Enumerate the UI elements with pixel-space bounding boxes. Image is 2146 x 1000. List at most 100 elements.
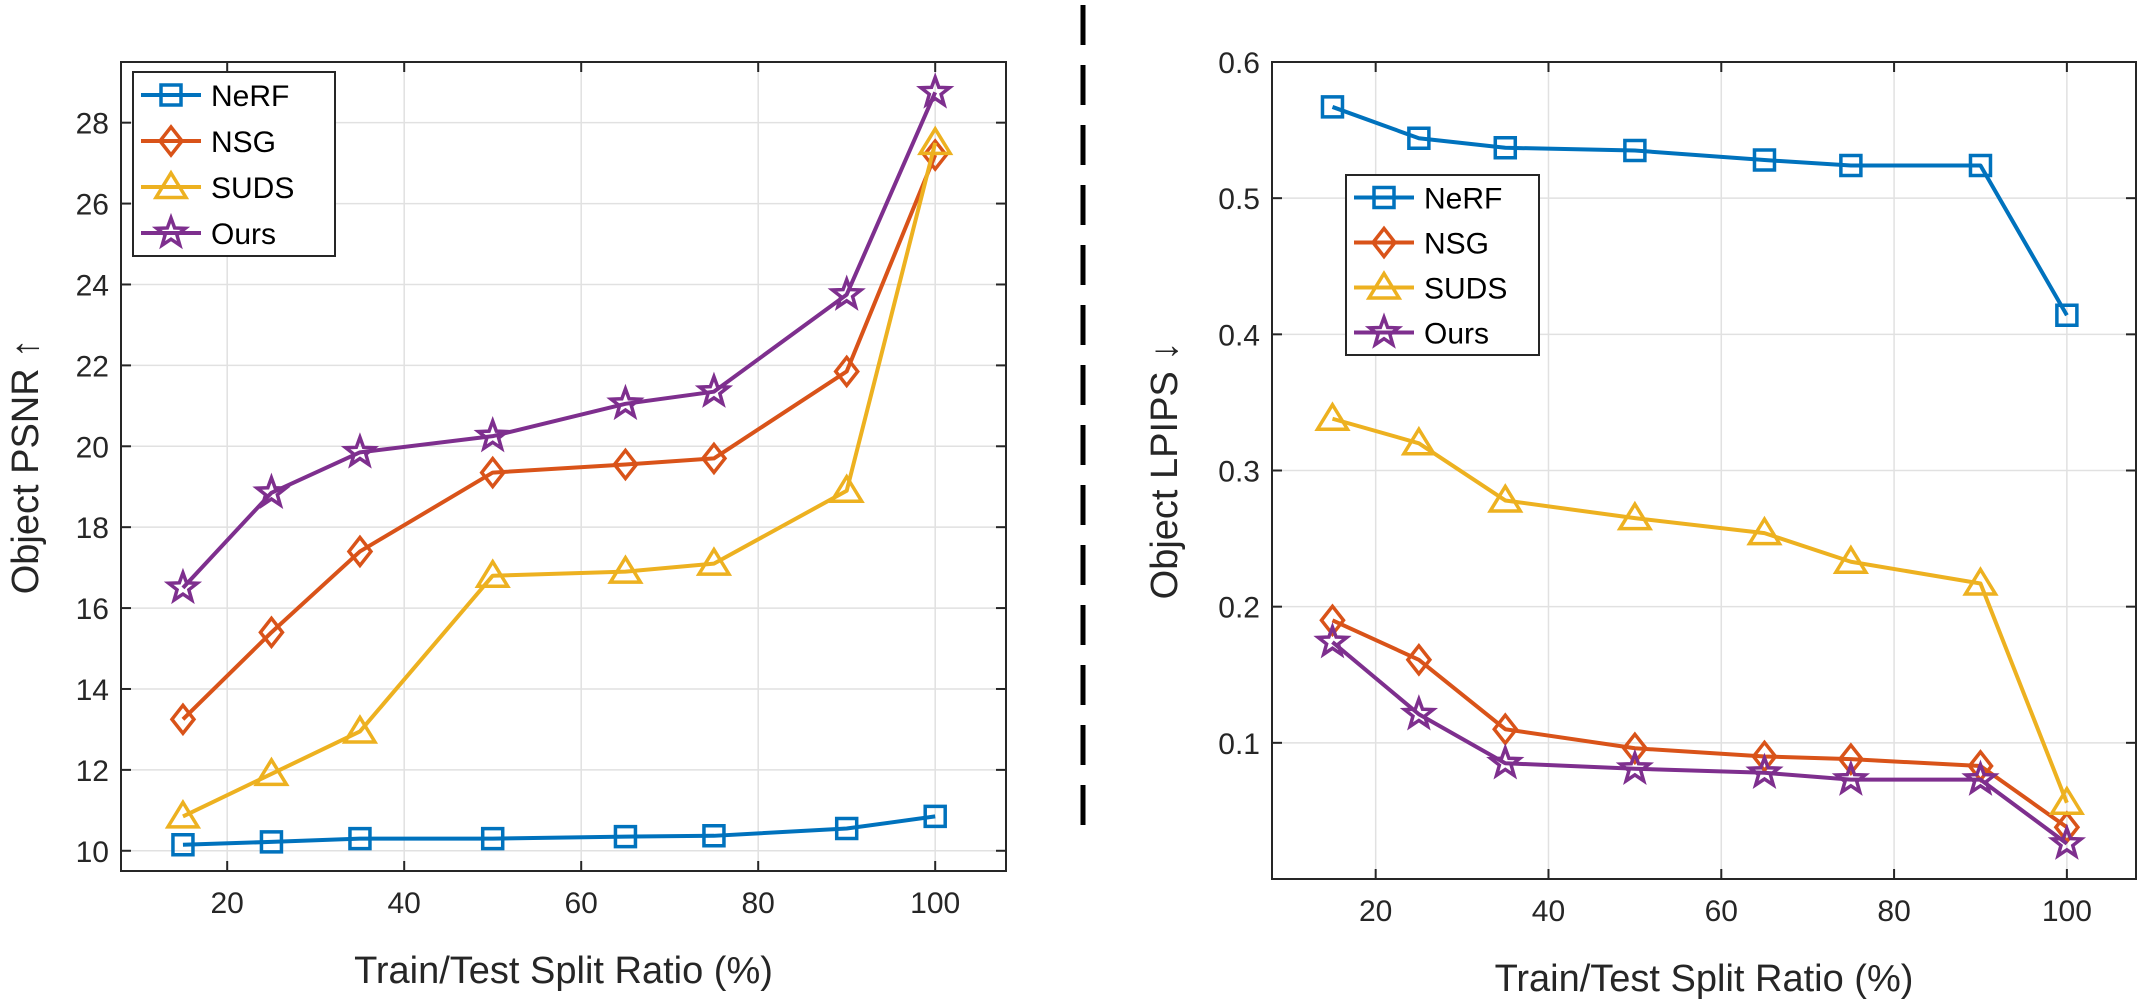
legend-entry-nsg: NSG xyxy=(141,124,276,159)
series-line xyxy=(182,814,936,847)
data-point-square xyxy=(1493,136,1518,160)
y-tick-label: 0.1 xyxy=(1218,728,1260,761)
data-point-diamond xyxy=(1621,731,1649,766)
legend-marker xyxy=(157,124,185,158)
data-point-diamond xyxy=(346,534,374,569)
data-point-square xyxy=(2055,303,2079,328)
legend-marker xyxy=(1370,225,1398,260)
y-tick-label: 0.6 xyxy=(1218,47,1260,80)
data-point-triangle xyxy=(917,125,954,156)
data-point-square xyxy=(1752,148,1777,172)
y-axis-label: Object PSNR ↑ xyxy=(5,339,47,595)
data-point-diamond xyxy=(612,447,639,482)
data-point-square xyxy=(1407,126,1431,151)
series-ours xyxy=(1313,621,2087,860)
data-point-star xyxy=(916,72,955,109)
y-tick-label: 22 xyxy=(76,350,109,383)
y-tick-label: 0.4 xyxy=(1218,319,1260,352)
data-point-triangle xyxy=(164,799,202,829)
series-ours xyxy=(163,72,955,605)
legend-entry-ours: Ours xyxy=(141,212,276,251)
data-point-square xyxy=(171,832,195,857)
x-tick-label: 60 xyxy=(1705,895,1738,928)
data-point-triangle xyxy=(341,714,379,744)
x-tick-label: 40 xyxy=(1532,895,1565,928)
data-point-star xyxy=(1313,621,1352,659)
data-point-star xyxy=(163,567,203,605)
data-point-star xyxy=(473,416,512,453)
y-tick-label: 16 xyxy=(76,593,109,626)
chart-panel-2: 20 40 60 80 100 0.1 0.2 0.3 0.4 0.5 0.6 Train/Test … xyxy=(1144,47,2137,1000)
data-point-diamond xyxy=(169,702,197,737)
legend-entry-suds: SUDS xyxy=(141,169,294,205)
legend-entry-suds: SUDS xyxy=(1354,270,1507,306)
y-axis-label: Object LPIPS ↓ xyxy=(1144,342,1186,600)
series-line xyxy=(181,154,938,721)
data-point-star xyxy=(340,432,380,469)
legend: NeRF NSG SUDS Ours xyxy=(1345,174,1540,356)
chart-panel-1: 20 40 60 80 100 10 12 14 16 18 20 22 24 26 28 Train/Tes… xyxy=(5,61,1007,992)
data-point-star xyxy=(827,274,866,311)
y-tick-label: 14 xyxy=(76,674,109,707)
data-point-star xyxy=(1961,759,2000,796)
y-tick-label: 0.3 xyxy=(1218,456,1260,489)
data-point-square xyxy=(702,824,726,848)
data-point-triangle xyxy=(695,546,733,576)
data-point-star xyxy=(606,383,645,421)
data-point-square xyxy=(923,804,947,829)
legend-label: NeRF xyxy=(211,80,289,113)
data-point-square xyxy=(1968,153,1993,178)
legend-label: SUDS xyxy=(211,172,294,205)
data-point-triangle xyxy=(1400,425,1438,456)
x-tick-label: 20 xyxy=(211,887,244,920)
data-point-triangle xyxy=(607,554,644,584)
data-point-square xyxy=(1839,153,1863,178)
data-point-star xyxy=(694,371,734,408)
data-point-star xyxy=(1831,759,1871,796)
x-tick-label: 20 xyxy=(1359,895,1392,928)
legend-marker xyxy=(152,169,190,200)
legend-entry-nerf: NeRF xyxy=(141,80,289,113)
data-point-diamond xyxy=(833,354,860,389)
data-point-diamond xyxy=(700,441,728,476)
series-line xyxy=(182,142,938,819)
data-point-square xyxy=(613,824,638,849)
series-suds xyxy=(164,125,954,829)
legend-marker xyxy=(1365,270,1403,300)
legend: NeRF NSG SUDS Ours xyxy=(132,71,336,257)
y-tick-label: 18 xyxy=(76,512,109,545)
data-point-square xyxy=(480,826,505,851)
legend-entry-nerf: NeRF xyxy=(1354,183,1502,216)
data-point-diamond xyxy=(1751,739,1778,774)
x-tick-label: 80 xyxy=(1877,895,1910,928)
data-point-diamond xyxy=(258,615,285,650)
data-point-square xyxy=(1623,138,1647,163)
legend-label: Ours xyxy=(211,218,276,251)
data-point-triangle xyxy=(253,756,290,787)
y-tick-label: 20 xyxy=(76,431,109,464)
x-axis-label: Train/Test Split Ratio (%) xyxy=(1495,958,1914,1000)
data-point-diamond xyxy=(1405,642,1433,677)
series-line xyxy=(1331,105,2069,317)
x-tick-label: 100 xyxy=(2042,895,2092,928)
data-point-star xyxy=(1745,752,1784,790)
series-line xyxy=(1331,618,2069,829)
data-point-square xyxy=(259,830,284,854)
data-point-triangle xyxy=(1746,515,1783,546)
x-tick-label: 60 xyxy=(565,887,598,920)
x-tick-label: 100 xyxy=(910,887,960,920)
data-point-square xyxy=(834,816,859,841)
legend-label: NSG xyxy=(211,126,276,159)
legend-entry-ours: Ours xyxy=(1354,312,1489,351)
data-point-triangle xyxy=(1487,483,1524,513)
series-nerf xyxy=(171,804,947,857)
y-tick-label: 0.2 xyxy=(1218,592,1260,625)
series-nsg xyxy=(169,138,949,737)
data-point-triangle xyxy=(828,473,865,504)
y-tick-label: 26 xyxy=(76,189,109,222)
data-point-triangle xyxy=(1314,401,1351,432)
series-line xyxy=(181,91,938,590)
data-point-triangle xyxy=(1832,544,1870,574)
series-suds xyxy=(1314,401,2086,815)
data-point-diamond xyxy=(1837,742,1865,777)
